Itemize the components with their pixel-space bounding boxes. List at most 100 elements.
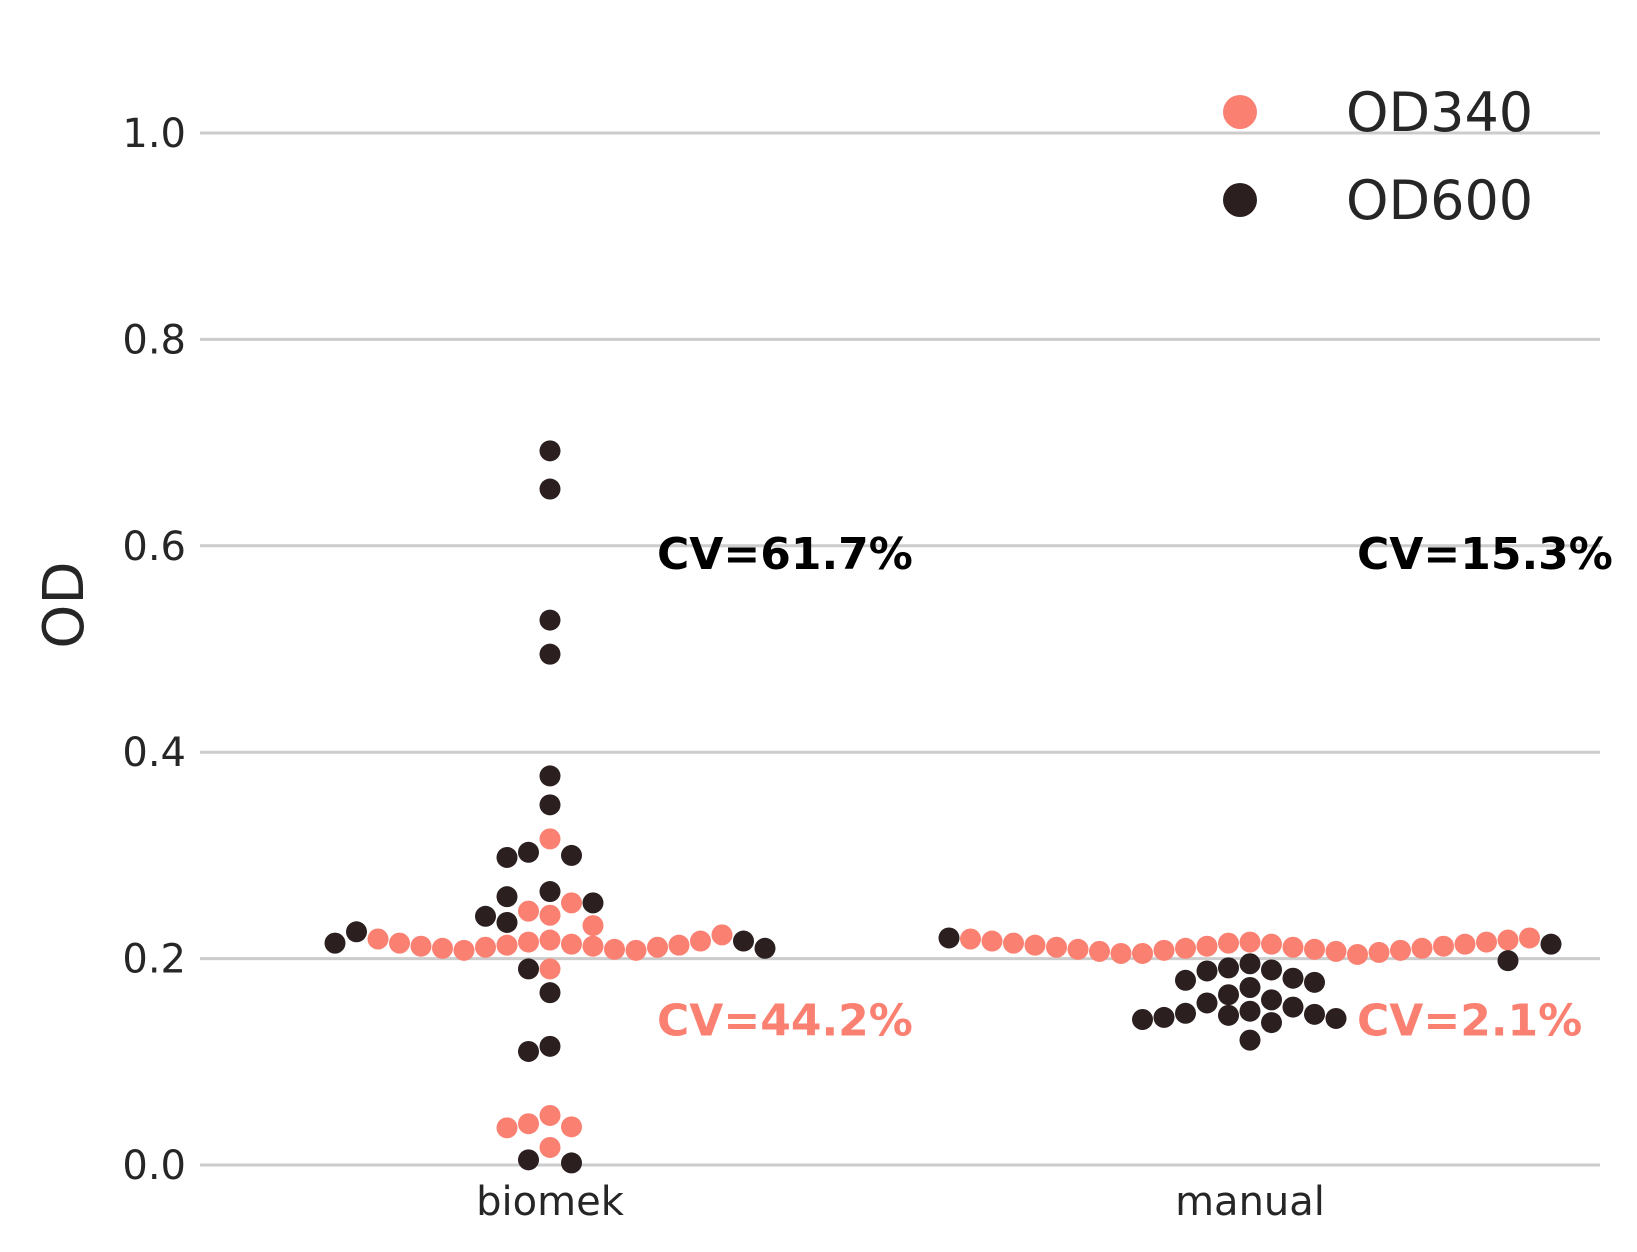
y-tick-label: 0.4 bbox=[122, 730, 186, 776]
x-tick-label-manual: manual bbox=[1175, 1179, 1325, 1225]
point-od340-manual bbox=[1046, 936, 1067, 958]
point-od340-biomek bbox=[389, 932, 410, 954]
point-od600-manual bbox=[1261, 989, 1282, 1011]
point-od600-biomek bbox=[496, 886, 518, 908]
point-od340-manual bbox=[1325, 940, 1347, 962]
point-od600-biomek bbox=[539, 643, 561, 665]
y-tick-label: 0.6 bbox=[122, 524, 186, 570]
point-od340-biomek bbox=[539, 1136, 561, 1158]
point-od340-manual bbox=[1132, 942, 1153, 964]
point-od600-manual bbox=[1304, 1003, 1325, 1025]
point-od340-manual bbox=[1519, 927, 1540, 949]
point-od340-manual bbox=[1196, 935, 1218, 957]
point-od340-manual bbox=[1239, 931, 1261, 953]
point-od340-manual bbox=[1003, 932, 1024, 954]
x-tick-label-biomek: biomek bbox=[476, 1179, 625, 1225]
y-tick-labels: 0.0 0.2 0.4 0.6 0.8 1.0 bbox=[122, 111, 186, 1189]
point-od600-manual bbox=[1239, 953, 1261, 975]
point-od340-manual bbox=[1110, 942, 1132, 964]
point-od600-manual bbox=[938, 927, 960, 949]
point-od600-biomek bbox=[518, 958, 539, 980]
point-od340-manual bbox=[981, 930, 1003, 952]
point-od600-manual bbox=[1218, 957, 1239, 979]
y-tick-label: 0.2 bbox=[122, 937, 186, 983]
point-od340-manual bbox=[1282, 936, 1304, 958]
point-od600-manual bbox=[1282, 967, 1304, 989]
legend-marker-od340 bbox=[1223, 95, 1257, 129]
cv-annotations: CV=61.7% CV=44.2% CV=15.3% CV=2.1% bbox=[657, 529, 1613, 1046]
point-od600-biomek bbox=[539, 765, 561, 787]
data-points bbox=[324, 440, 1562, 1174]
point-od600-manual bbox=[1261, 1012, 1282, 1034]
y-axis-label: OD bbox=[32, 561, 97, 648]
legend-label-od340: OD340 bbox=[1346, 81, 1533, 144]
point-od340-biomek bbox=[604, 938, 625, 960]
point-od340-manual bbox=[1497, 929, 1519, 951]
point-od340-manual bbox=[960, 928, 981, 950]
point-od600-manual bbox=[1218, 1004, 1239, 1026]
point-od600-manual bbox=[1132, 1008, 1153, 1030]
point-od600-manual bbox=[1239, 1000, 1261, 1022]
point-od600-manual bbox=[1282, 996, 1304, 1018]
point-od600-manual bbox=[1196, 960, 1218, 982]
legend: OD340 OD600 bbox=[1223, 81, 1533, 232]
point-od340-biomek bbox=[518, 1113, 539, 1135]
point-od600-biomek bbox=[518, 1149, 539, 1171]
point-od340-biomek bbox=[367, 928, 389, 950]
point-od600-manual bbox=[1304, 971, 1325, 993]
point-od340-manual bbox=[1390, 939, 1411, 961]
point-od600-manual bbox=[1175, 969, 1196, 991]
point-od340-manual bbox=[1024, 934, 1046, 956]
point-od600-biomek bbox=[539, 881, 561, 903]
point-od340-biomek bbox=[496, 1117, 518, 1139]
point-od340-biomek bbox=[582, 935, 604, 957]
y-tick-label: 0.8 bbox=[122, 317, 186, 363]
point-od340-biomek bbox=[690, 930, 711, 952]
point-od340-biomek bbox=[582, 915, 604, 937]
point-od340-biomek bbox=[647, 936, 668, 958]
point-od340-biomek bbox=[539, 828, 561, 850]
point-od600-manual bbox=[1218, 984, 1239, 1006]
point-od600-biomek bbox=[539, 609, 561, 631]
point-od340-manual bbox=[1261, 933, 1282, 955]
legend-label-od600: OD600 bbox=[1346, 169, 1533, 232]
point-od600-biomek bbox=[539, 794, 561, 816]
point-od340-manual bbox=[1218, 932, 1239, 954]
point-od600-biomek bbox=[754, 937, 776, 959]
point-od600-biomek bbox=[539, 982, 561, 1004]
point-od600-manual bbox=[1175, 1002, 1196, 1024]
point-od340-biomek bbox=[496, 934, 518, 956]
point-od600-manual bbox=[1325, 1007, 1347, 1029]
point-od340-biomek bbox=[711, 924, 733, 946]
point-od600-biomek bbox=[496, 911, 518, 933]
point-od340-manual bbox=[1368, 941, 1390, 963]
point-od340-biomek bbox=[432, 937, 453, 959]
point-od600-biomek bbox=[346, 921, 367, 943]
point-od600-manual bbox=[1239, 976, 1261, 998]
point-od340-biomek bbox=[668, 934, 690, 956]
point-od600-biomek bbox=[539, 1035, 561, 1057]
point-od600-biomek bbox=[539, 440, 561, 462]
point-od340-manual bbox=[1347, 943, 1368, 965]
point-od600-biomek bbox=[561, 1152, 582, 1174]
point-od340-biomek bbox=[625, 939, 647, 961]
cv-annotation: CV=44.2% bbox=[657, 996, 913, 1047]
point-od340-biomek bbox=[518, 900, 539, 922]
legend-marker-od600 bbox=[1223, 183, 1257, 217]
point-od340-biomek bbox=[561, 933, 582, 955]
point-od340-manual bbox=[1454, 933, 1476, 955]
point-od340-manual bbox=[1304, 938, 1325, 960]
point-od600-biomek bbox=[475, 905, 496, 927]
point-od340-biomek bbox=[518, 931, 539, 953]
point-od340-biomek bbox=[539, 929, 561, 951]
point-od340-biomek bbox=[539, 904, 561, 926]
point-od600-manual bbox=[1153, 1006, 1175, 1028]
point-od340-biomek bbox=[410, 935, 432, 957]
point-od600-manual bbox=[1239, 1029, 1261, 1051]
point-od340-manual bbox=[1175, 937, 1196, 959]
x-tick-labels: biomek manual bbox=[476, 1179, 1325, 1225]
point-od340-biomek bbox=[539, 958, 561, 980]
cv-annotation: CV=15.3% bbox=[1357, 529, 1613, 580]
y-tick-label: 0.0 bbox=[122, 1143, 186, 1189]
point-od340-biomek bbox=[561, 892, 582, 914]
